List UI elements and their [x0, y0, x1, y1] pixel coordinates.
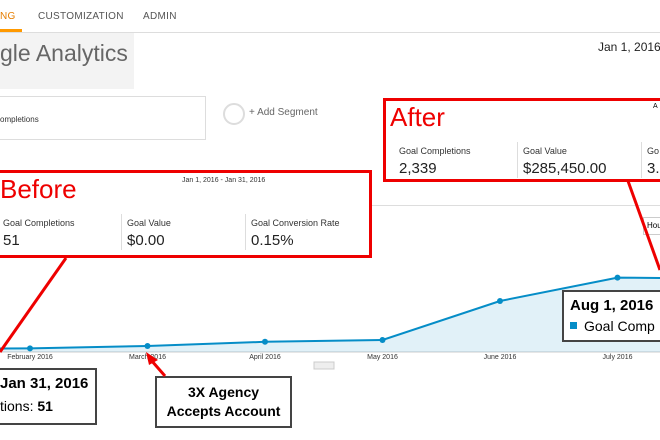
add-segment[interactable]: + Add Segment — [249, 107, 318, 118]
annotation-line: 3X Agency — [187, 384, 260, 400]
before-box — [0, 170, 372, 258]
logo: gle Analytics — [0, 40, 128, 66]
tab[interactable]: NG — [0, 11, 16, 22]
point — [262, 338, 268, 345]
after-label: After — [390, 102, 445, 132]
area — [0, 277, 660, 352]
segment: ompletions — [0, 115, 39, 124]
x-tick-label: June 2016 — [484, 354, 517, 361]
separator — [121, 214, 122, 250]
metric-value: $285,450.00 — [523, 160, 607, 177]
metric-value: 3. — [647, 160, 660, 177]
tooltip-date: Jan 31, 2016 — [0, 375, 89, 392]
metric-value: 2,339 — [399, 160, 437, 177]
date-range[interactable]: Jan 1, 2016 — [598, 40, 660, 54]
arrow-head — [146, 352, 158, 365]
segment-icon — [223, 103, 245, 125]
metric-name: Go — [647, 146, 660, 156]
top-nav — [0, 0, 660, 33]
tooltip-metric: Goal Comp — [584, 318, 655, 334]
point — [27, 345, 33, 352]
x-tick-label: April 2016 — [249, 354, 281, 361]
metric-value: 51 — [37, 398, 53, 414]
tooltip — [0, 368, 97, 425]
x-tick-label: May 2016 — [367, 354, 398, 361]
after-corner: A — [653, 103, 658, 110]
connector — [0, 257, 68, 353]
logo-bg — [0, 33, 134, 89]
arrow — [149, 359, 167, 377]
before-label: Before — [0, 174, 77, 204]
x-tick-label: February 2016 — [7, 354, 53, 361]
metric-value: 51 — [3, 232, 20, 249]
after-box — [383, 98, 660, 182]
metric-value: $0.00 — [127, 232, 165, 249]
tab[interactable]: ADMIN — [143, 11, 177, 22]
point — [614, 274, 621, 281]
collapse-toggle[interactable] — [313, 361, 335, 370]
x-tick-label: July 2016 — [603, 354, 633, 361]
tooltip-date: Aug 1, 2016 — [570, 297, 654, 314]
metric-name: Goal Conversion Rate — [251, 218, 340, 228]
tooltip-metric: tions: 51 — [0, 398, 53, 414]
segment-box — [0, 96, 206, 140]
separator — [641, 142, 642, 178]
metric-name: Goal Completions — [3, 218, 75, 228]
tab-indicator — [0, 29, 22, 32]
point — [379, 337, 386, 343]
annotation: 3X Agency Accepts Account — [155, 376, 292, 428]
point — [144, 343, 151, 349]
legend-swatch — [570, 322, 577, 329]
metric-value: 0.15% — [251, 232, 294, 249]
tooltip — [562, 290, 660, 342]
separator — [245, 214, 246, 250]
separator — [517, 142, 518, 178]
metric-name: tions: — [0, 398, 34, 414]
tab[interactable]: CUSTOMIZATION — [38, 11, 124, 22]
line — [0, 276, 660, 350]
metric-name: Goal Value — [127, 218, 171, 228]
annotation-line: Accepts Account — [166, 403, 281, 419]
connector — [626, 180, 660, 271]
metric-name: Goal Completions — [399, 146, 471, 156]
metric-name: Goal Value — [523, 146, 567, 156]
point — [497, 298, 503, 304]
before-range: Jan 1, 2016 - Jan 31, 2016 — [182, 177, 266, 184]
